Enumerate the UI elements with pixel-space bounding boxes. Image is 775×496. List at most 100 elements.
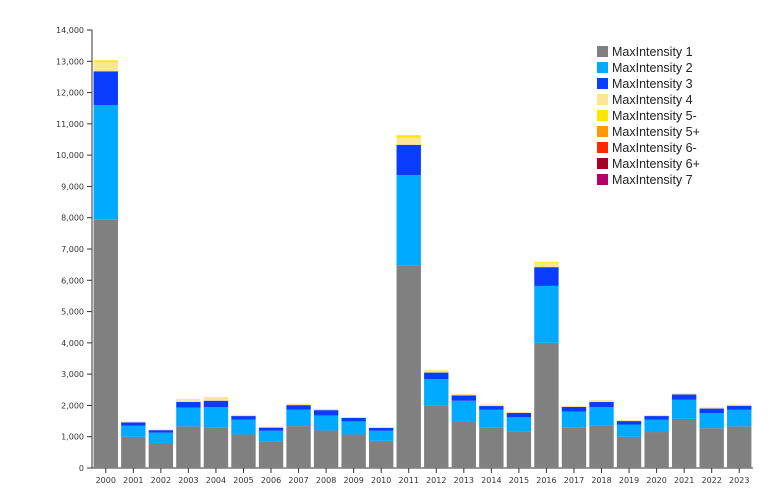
bar-segment [313,410,339,416]
legend-label: MaxIntensity 1 [612,45,693,59]
bar-segment [671,394,697,400]
bar-segment [727,426,752,468]
bar-segment [231,419,256,435]
x-tick-label: 2014 [481,476,501,485]
bar-segment [176,407,201,427]
bar-segment [424,379,449,406]
bar-segment [231,414,256,417]
bar-segment [313,408,339,411]
bar-segment [644,416,669,420]
bar-segment [534,262,559,268]
bar-segment [699,428,724,468]
bar-segment [727,409,752,427]
bar-segment [121,425,146,437]
bar-segment [203,397,229,401]
bar-segment [93,219,118,468]
bar-segment [534,342,559,468]
bar-segment [451,421,476,468]
x-tick-label: 2007 [288,476,308,485]
bar-segment [479,427,504,468]
x-tick-label: 2009 [343,476,363,485]
x-tick-label: 2006 [261,476,281,485]
legend-label: MaxIntensity 6- [612,141,697,155]
legend-label: MaxIntensity 7 [612,173,693,187]
bar-segment [203,397,229,398]
bar-segment [341,421,366,435]
bar-segment [396,175,421,266]
bar-segment [369,440,394,468]
x-tick-label: 2008 [316,476,336,485]
bar-segment [176,399,201,402]
bar-segment [176,426,201,468]
y-tick-label: 8,000 [61,214,84,223]
x-tick-label: 2019 [619,476,639,485]
legend-swatch [597,142,608,153]
x-tick-label: 2015 [509,476,529,485]
bar-segment [506,411,532,413]
x-tick-label: 2001 [123,476,143,485]
x-tick-label: 2013 [454,476,474,485]
bar-segment [286,403,311,406]
legend-label: MaxIntensity 5+ [612,125,700,139]
legend: MaxIntensity 1 MaxIntensity 2 MaxIntensity… [597,45,700,187]
y-tick-label: 1,000 [61,433,84,442]
legend-label: MaxIntensity 4 [612,93,693,107]
bar-segment [286,426,311,468]
bar-segment [561,411,587,428]
bar-segment [727,405,752,410]
bar-segment [589,400,614,402]
bar-segment [148,442,174,468]
y-tick-label: 7,000 [61,245,84,254]
bar-segment [258,427,284,431]
bar-segment [231,434,256,468]
bar-segment [644,419,669,433]
x-tick-label: 2005 [233,476,253,485]
bar-segment [341,434,366,468]
bar-segment [286,409,311,427]
bar-segment [479,409,504,428]
bar-segment [644,432,669,468]
bar-segment [121,422,146,426]
bar-segment [286,405,311,410]
y-tick-label: 14,000 [56,26,84,35]
bar-segment [148,429,174,431]
bar-segment [148,432,174,443]
legend-swatch [597,174,608,185]
bar-segment [616,420,642,422]
x-tick-label: 2011 [399,476,419,485]
x-tick-label: 2020 [646,476,666,485]
bar-segment [424,370,449,373]
bar-segment [93,60,118,63]
bar-segment [231,416,256,420]
bar-segment [534,261,559,263]
bar-segment [341,417,366,418]
bar-segment [203,400,229,407]
bar-segment [644,415,669,417]
bar-segment [258,430,284,442]
bar-segment [203,406,229,428]
bar-segment [671,399,697,419]
legend-swatch [597,126,608,137]
bar-segment [93,105,118,220]
bar-segment [561,427,587,468]
bar-segment [534,267,559,286]
bar-segment [589,401,614,407]
y-tick-label: 6,000 [61,276,84,285]
bar-segment [561,405,587,407]
x-tick-label: 2016 [536,476,556,485]
bar-segment [616,424,642,437]
y-tick-label: 9,000 [61,182,84,191]
legend-swatch [597,78,608,89]
bar-segment [671,418,697,468]
x-axis: 2000 2001 2002 2003 2004 2005 2006 2007 2008 2009… [92,467,753,485]
bar-segment [93,71,118,106]
bar-segment [699,407,724,409]
bar-segment [93,62,118,72]
bar-segment [451,400,476,422]
bar-segment [506,417,532,432]
legend-label: MaxIntensity 2 [612,61,693,75]
x-tick-label: 2003 [178,476,198,485]
bar-segment [506,412,532,418]
x-tick-label: 2002 [151,476,171,485]
y-tick-label: 13,000 [56,57,84,66]
